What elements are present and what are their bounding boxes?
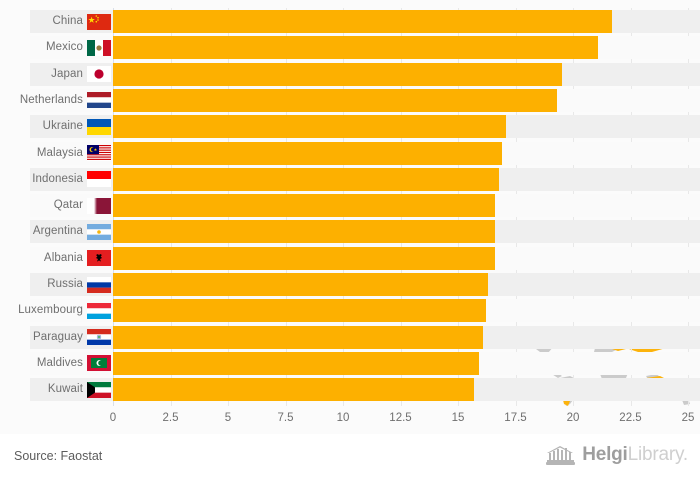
flag-qatar-icon: [87, 197, 111, 214]
category-label: Ukraine: [42, 120, 83, 133]
bar[interactable]: [113, 325, 484, 349]
flag-albania-icon: [87, 250, 111, 267]
category-label: Paraguay: [32, 330, 83, 343]
category-label: Japan: [51, 67, 83, 80]
flag-paraguay-icon: [87, 329, 111, 346]
bar[interactable]: [113, 299, 486, 323]
bar[interactable]: [113, 194, 495, 218]
x-tick-label: 12.5: [389, 412, 412, 424]
flag-indonesia-icon: [87, 171, 111, 188]
brand-secondary: Library.: [627, 444, 689, 465]
bar[interactable]: [113, 351, 479, 375]
flag-kuwait-icon: [87, 381, 111, 398]
category-label: Qatar: [53, 199, 83, 212]
bar[interactable]: [113, 62, 562, 86]
x-tick-label: 7.5: [277, 412, 294, 424]
category-label: Maldives: [36, 356, 83, 369]
bar[interactable]: [113, 10, 613, 33]
helgi-library-logo[interactable]: HelgiLibrary.: [546, 444, 688, 466]
bar[interactable]: [113, 167, 500, 191]
category-label: Malaysia: [36, 146, 83, 159]
flag-ukraine-icon: [87, 118, 111, 135]
category-label: Netherlands: [19, 93, 83, 106]
x-tick-label: 5: [224, 412, 232, 424]
plot-area: China Mexico Japan Netherlands Ukraine: [18, 8, 700, 424]
category-label: Albania: [43, 251, 83, 264]
bar[interactable]: [113, 378, 475, 402]
flag-japan-icon: [87, 66, 111, 83]
flag-argentina-icon: [87, 223, 111, 240]
category-label: Indonesia: [32, 172, 83, 185]
library-building-icon: [546, 446, 576, 465]
flag-mexico-icon: [87, 39, 111, 56]
x-tick-label: 25: [681, 412, 695, 424]
x-tick-label: 15: [451, 412, 465, 424]
flag-maldives-icon: [87, 355, 111, 372]
category-label: Kuwait: [47, 383, 83, 396]
bar[interactable]: [113, 273, 488, 296]
bar[interactable]: [113, 88, 557, 112]
flag-netherlands-icon: [87, 92, 111, 109]
flag-luxembourg-icon: [87, 302, 111, 319]
category-label: China: [52, 15, 83, 27]
category-label: Luxembourg: [18, 304, 83, 317]
brand-name: HelgiLibrary.: [582, 444, 688, 466]
x-tick-label: 2.5: [162, 412, 179, 424]
x-tick-label: 20: [566, 412, 580, 424]
flag-russia-icon: [87, 276, 111, 293]
category-label: Russia: [47, 278, 83, 290]
x-tick-label: 10: [336, 412, 350, 424]
bar[interactable]: [113, 141, 502, 165]
x-tick-label: 22.5: [619, 412, 642, 424]
category-label: Mexico: [45, 41, 83, 54]
category-label: Argentina: [32, 225, 83, 238]
bar[interactable]: [113, 115, 507, 139]
chart-footer: Source: Faostat HelgiLibrary.: [0, 434, 700, 483]
bar[interactable]: [113, 36, 599, 60]
source-label: Source: Faostat: [14, 449, 103, 463]
bar[interactable]: [113, 246, 495, 270]
x-tick-label: 17.5: [504, 412, 527, 424]
flag-malaysia-icon: [87, 145, 111, 161]
bar[interactable]: [113, 220, 495, 244]
x-tick-label: 0: [109, 412, 117, 424]
brand-primary: Helgi: [582, 444, 628, 465]
flag-china-icon: [87, 13, 111, 30]
